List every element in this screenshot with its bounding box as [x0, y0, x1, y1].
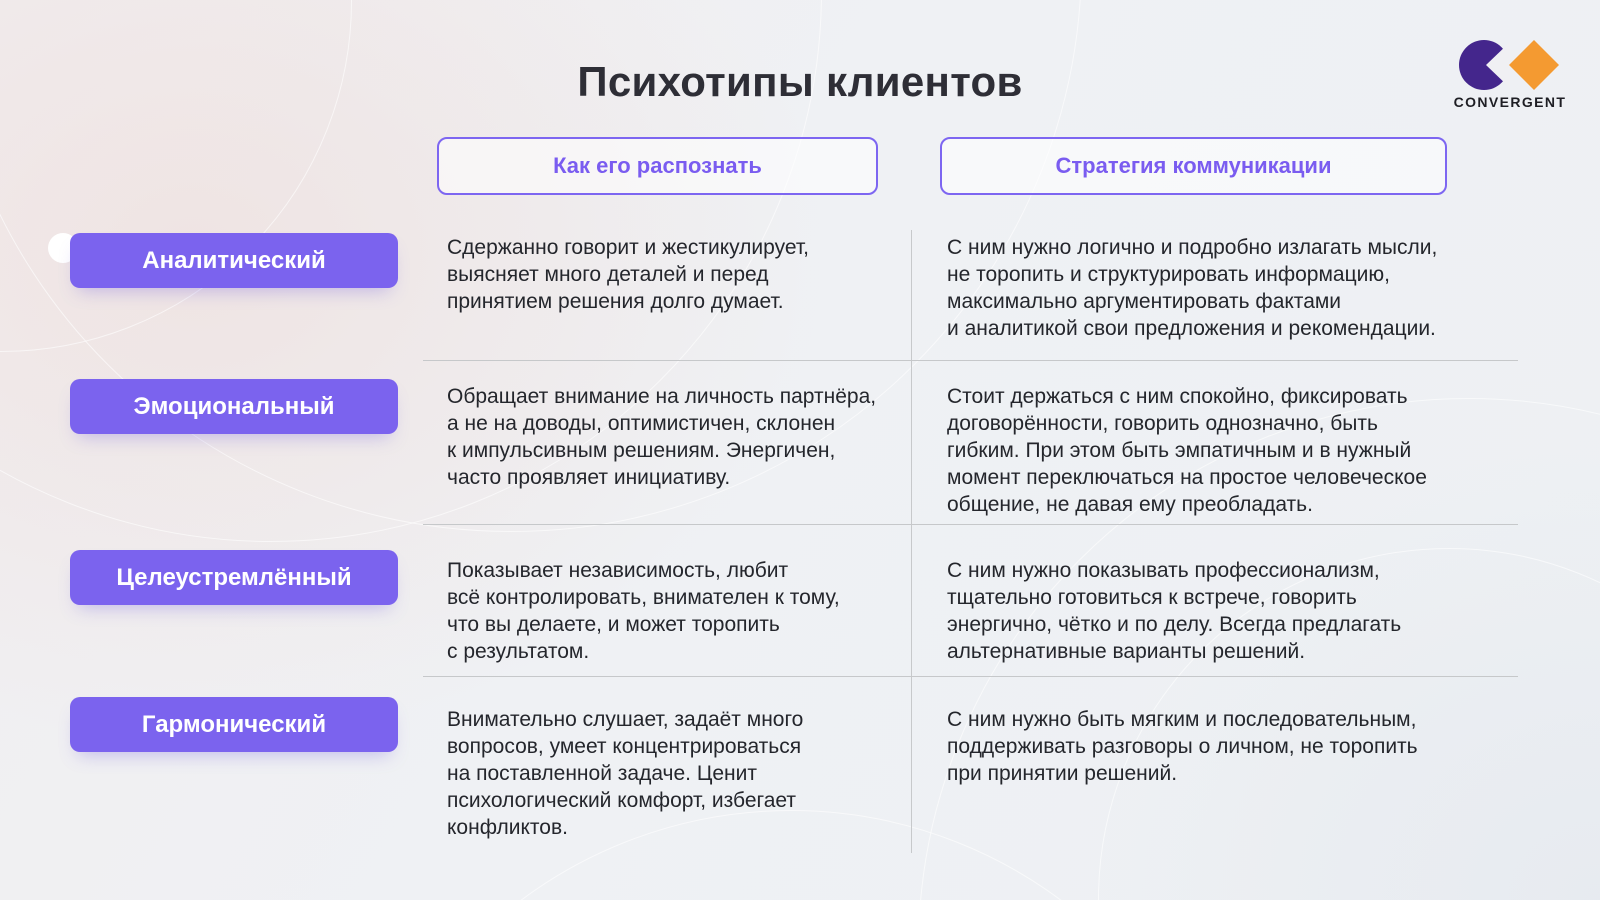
convergent-logo: CONVERGENT	[1452, 38, 1568, 110]
row-label-harmonic: Гармонический	[70, 697, 398, 752]
column-header-recognize: Как его распознать	[437, 137, 878, 195]
cell-harmonic-recognize: Внимательно слушает, задаёт много вопрос…	[447, 708, 804, 839]
cell-purposeful-recognize: Показывает независимость, любит всё конт…	[447, 559, 840, 663]
cell-harmonic-strategy: С ним нужно быть мягким и последовательн…	[947, 708, 1418, 785]
decorative-circle	[0, 0, 352, 352]
row-divider	[423, 524, 1518, 525]
column-header-strategy: Стратегия коммуникации	[940, 137, 1447, 195]
row-label-purposeful: Целеустремлённый	[70, 550, 398, 605]
row-label-emotional: Эмоциональный	[70, 379, 398, 434]
convergent-logo-icon	[1459, 40, 1559, 90]
row-divider	[423, 676, 1518, 677]
row-divider	[423, 360, 1518, 361]
cell-emotional-strategy: Стоит держаться с ним спокойно, фиксиров…	[947, 385, 1427, 516]
cell-emotional-recognize: Обращает внимание на личность партнёра, …	[447, 385, 877, 489]
cell-purposeful-strategy: С ним нужно показывать профессионализм, …	[947, 559, 1402, 663]
row-label-analytical: Аналитический	[70, 233, 398, 288]
cell-analytical-recognize: Сдержанно говорит и жестикулирует, выясн…	[447, 236, 809, 313]
column-divider	[911, 230, 912, 853]
page-title: Психотипы клиентов	[577, 58, 1023, 105]
cell-analytical-strategy: С ним нужно логично и подробно излагать …	[947, 236, 1438, 340]
convergent-logo-text: CONVERGENT	[1453, 94, 1567, 110]
